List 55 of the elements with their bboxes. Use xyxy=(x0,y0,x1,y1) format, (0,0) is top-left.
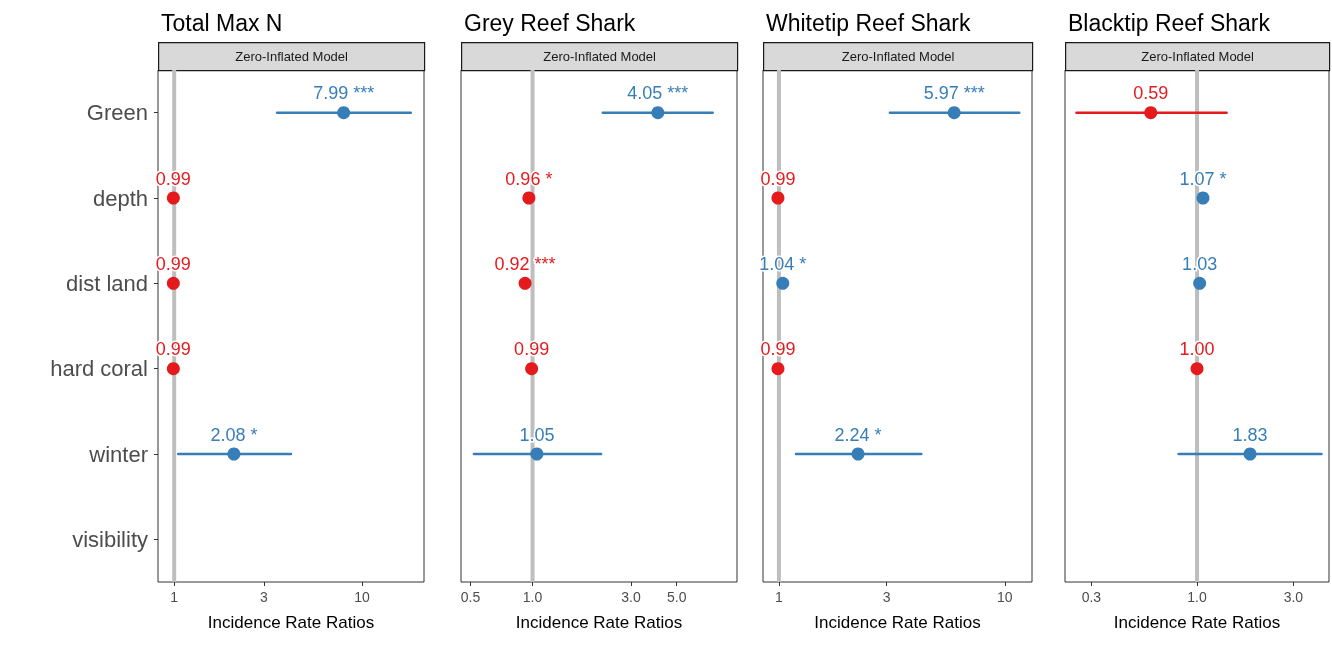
y-tick-label: dist land xyxy=(66,270,148,296)
data-label: 0.99 xyxy=(514,339,550,360)
x-tick-label: 1 xyxy=(775,589,784,605)
chart-subtitle: Zero-Inflated Model xyxy=(235,49,349,65)
x-axis-title: Incidence Rate Ratios xyxy=(515,613,683,632)
x-tick-label: 1.0 xyxy=(522,589,543,605)
data-label: 0.59 xyxy=(1133,83,1169,104)
chart-subtitle: Zero-Inflated Model xyxy=(1141,49,1255,65)
chart-subtitle: Zero-Inflated Model xyxy=(841,49,955,65)
point xyxy=(1190,362,1204,376)
x-axis-title: Incidence Rate Ratios xyxy=(814,613,981,632)
x-tick-label: 3 xyxy=(259,589,268,605)
chart-title: Whitetip Reef Shark xyxy=(766,9,972,36)
chart-title: Grey Reef Shark xyxy=(464,9,636,36)
data-label: 5.97 *** xyxy=(923,83,985,104)
chart-title: Total Max N xyxy=(161,9,283,36)
data-label: 1.83 xyxy=(1232,424,1268,445)
point xyxy=(1193,276,1207,290)
x-axis-title: Incidence Rate Ratios xyxy=(1113,613,1281,632)
point xyxy=(1196,191,1210,205)
x-tick-label: 3.0 xyxy=(1283,589,1304,605)
data-label: 0.99 xyxy=(760,168,796,189)
chart-title: Blacktip Reef Shark xyxy=(1068,9,1271,36)
data-label: 0.99 xyxy=(760,339,796,360)
data-label: 2.08 * xyxy=(210,424,258,445)
data-label: 0.99 xyxy=(155,168,191,189)
data-label: 1.03 xyxy=(1182,253,1218,274)
x-tick-label: 10 xyxy=(354,589,370,605)
x-tick-label: 1 xyxy=(170,589,179,605)
x-tick-label: 5.0 xyxy=(666,589,687,605)
data-label: 7.99 *** xyxy=(313,83,375,104)
x-axis-title: Incidence Rate Ratios xyxy=(207,613,375,632)
x-tick-label: 3.0 xyxy=(621,589,641,605)
data-label: 1.07 * xyxy=(1179,168,1227,189)
x-tick-label: 1.0 xyxy=(1187,589,1207,605)
y-tick-label: winter xyxy=(88,441,148,467)
y-tick-label: visibility xyxy=(72,526,148,552)
x-tick-label: 0.5 xyxy=(460,589,481,605)
data-label: 1.05 xyxy=(519,424,555,445)
data-label: 0.92 *** xyxy=(494,253,556,274)
y-tick-label: Green xyxy=(86,100,148,126)
chart-subtitle: Zero-Inflated Model xyxy=(543,49,657,65)
y-tick-label: depth xyxy=(92,185,148,211)
data-label: 4.05 *** xyxy=(627,83,689,104)
point xyxy=(1243,447,1257,461)
data-label: 0.99 xyxy=(155,339,191,360)
y-tick-label: hard coral xyxy=(50,356,148,382)
data-label: 0.99 xyxy=(155,253,191,274)
x-tick-label: 10 xyxy=(996,589,1013,605)
data-label: 0.96 * xyxy=(505,168,553,189)
data-label: 2.24 * xyxy=(834,424,882,445)
data-label: 1.04 * xyxy=(759,253,807,274)
x-tick-label: 0.3 xyxy=(1081,589,1102,605)
x-tick-label: 3 xyxy=(882,589,891,605)
data-label: 1.00 xyxy=(1179,339,1215,360)
